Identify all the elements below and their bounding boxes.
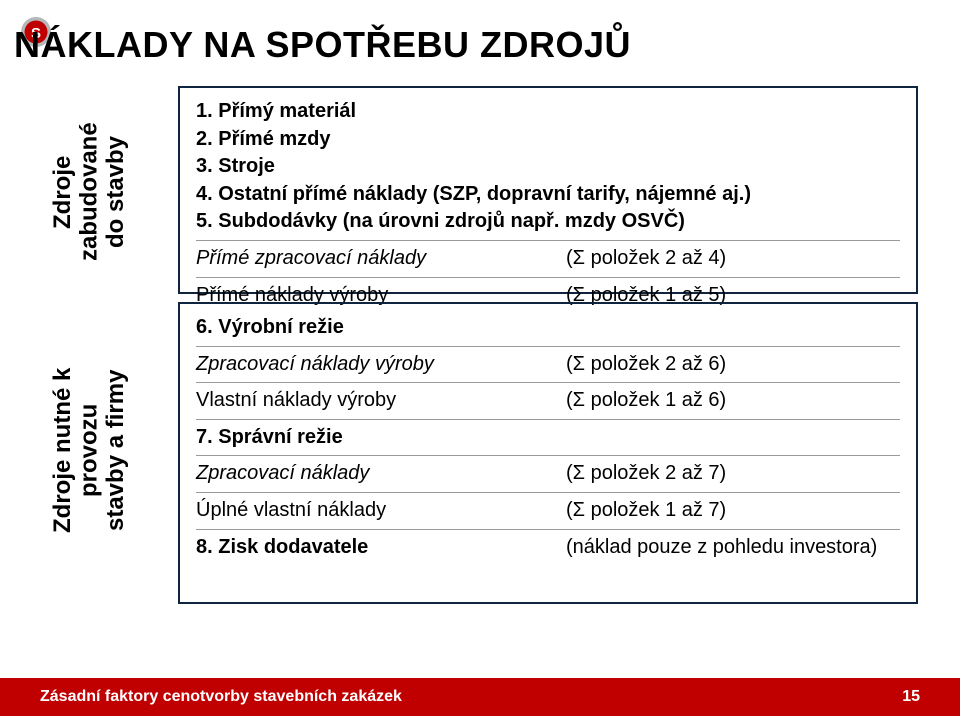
footer-text: Zásadní faktory cenotvorby stavebních za… bbox=[40, 688, 402, 706]
row-primy-material: 1. Přímý materiál bbox=[196, 98, 900, 126]
row-zpracovaci-naklady: Zpracovací náklady (Σ položek 2 až 7) bbox=[196, 460, 900, 488]
slide: S NÁKLADY NA SPOTŘEBU ZDROJŮ Zdroje zabu… bbox=[0, 0, 960, 716]
box-zdroje-zabudovane: 1. Přímý materiál 2. Přímé mzdy 3. Stroj… bbox=[178, 86, 918, 294]
vertical-label-top: Zdroje zabudované do stavby bbox=[50, 92, 129, 292]
body-area: Zdroje zabudované do stavby Zdroje nutné… bbox=[28, 80, 932, 640]
row-prime-mzdy: 2. Přímé mzdy bbox=[196, 126, 900, 154]
vertical-label-bottom: Zdroje nutné k provozu stavby a firmy bbox=[50, 310, 129, 590]
row-uplne-vlastni-naklady: Úplné vlastní náklady (Σ položek 1 až 7) bbox=[196, 497, 900, 525]
row-subdodavky: 5. Subdodávky (na úrovni zdrojů např. mz… bbox=[196, 208, 900, 236]
separator bbox=[196, 240, 900, 241]
row-stroje: 3. Stroje bbox=[196, 153, 900, 181]
box-zdroje-provoz: 6. Výrobní režie Zpracovací náklady výro… bbox=[178, 302, 918, 604]
separator bbox=[196, 419, 900, 420]
separator bbox=[196, 492, 900, 493]
vlabel-bot-line3: stavby a firmy bbox=[102, 369, 129, 530]
separator bbox=[196, 455, 900, 456]
vlabel-bot-line2: provozu bbox=[75, 403, 102, 496]
row-ostatni-prime-naklady: 4. Ostatní přímé náklady (SZP, dopravní … bbox=[196, 181, 900, 209]
row-zpracovaci-naklady-vyroby: Zpracovací náklady výroby (Σ položek 2 a… bbox=[196, 351, 900, 379]
footer-bar: Zásadní faktory cenotvorby stavebních za… bbox=[0, 678, 960, 716]
separator bbox=[196, 382, 900, 383]
separator bbox=[196, 346, 900, 347]
separator bbox=[196, 529, 900, 530]
vlabel-top-line2: zabudované bbox=[75, 123, 102, 262]
footer-page-number: 15 bbox=[902, 688, 920, 706]
row-zisk-dodavatele: 8. Zisk dodavatele (náklad pouze z pohle… bbox=[196, 534, 900, 562]
row-prime-zpracovaci-naklady: Přímé zpracovací náklady (Σ položek 2 až… bbox=[196, 245, 900, 273]
row-vyrobni-rezie: 6. Výrobní režie bbox=[196, 314, 900, 342]
slide-title: NÁKLADY NA SPOTŘEBU ZDROJŮ bbox=[14, 24, 631, 66]
vlabel-top-line1: Zdroje bbox=[49, 155, 76, 228]
row-vlastni-naklady-vyroby: Vlastní náklady výroby (Σ položek 1 až 6… bbox=[196, 387, 900, 415]
row-spravni-rezie: 7. Správní režie bbox=[196, 424, 900, 452]
vlabel-top-line3: do stavby bbox=[102, 136, 129, 248]
vlabel-bot-line1: Zdroje nutné k bbox=[49, 367, 76, 532]
separator bbox=[196, 277, 900, 278]
